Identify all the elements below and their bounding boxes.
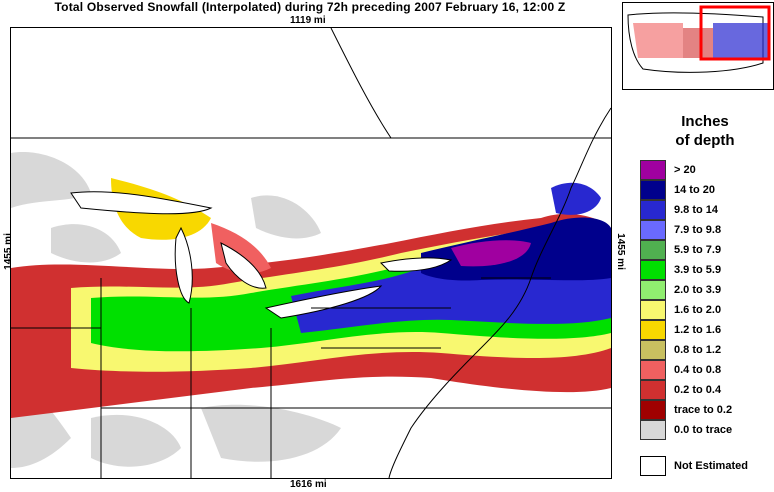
inset-highlight-box bbox=[699, 5, 771, 61]
top-distance-label: 1119 mi bbox=[290, 15, 326, 26]
snowfall-map bbox=[10, 27, 612, 479]
legend-swatch bbox=[640, 360, 666, 380]
boundaries bbox=[11, 28, 611, 478]
legend-label: trace to 0.2 bbox=[674, 404, 733, 416]
legend-swatch bbox=[640, 280, 666, 300]
snowfall-map-svg bbox=[11, 28, 611, 478]
bottom-distance-label: 1616 mi bbox=[290, 479, 327, 490]
legend-label: 7.9 to 9.8 bbox=[674, 224, 722, 236]
legend-label: 9.8 to 14 bbox=[674, 204, 719, 216]
legend-swatch bbox=[640, 200, 666, 220]
not-estimated-label: Not Estimated bbox=[674, 460, 748, 472]
legend-label: 0.2 to 0.4 bbox=[674, 384, 722, 396]
legend-swatch bbox=[640, 220, 666, 240]
legend-label: > 20 bbox=[674, 164, 696, 176]
legend-swatch bbox=[640, 160, 666, 180]
legend-swatch bbox=[640, 380, 666, 400]
great-lakes bbox=[70, 191, 453, 319]
legend-label: 1.2 to 1.6 bbox=[674, 324, 722, 336]
legend-title-line1: Inches bbox=[681, 113, 729, 130]
legend-swatch bbox=[640, 300, 666, 320]
legend-label: 14 to 20 bbox=[674, 184, 715, 196]
legend-swatch bbox=[640, 400, 666, 420]
legend-label: 2.0 to 3.9 bbox=[674, 284, 722, 296]
legend-label: 5.9 to 7.9 bbox=[674, 244, 722, 256]
legend-title-line2: of depth bbox=[675, 132, 735, 149]
legend-label: 1.6 to 2.0 bbox=[674, 304, 722, 316]
legend-swatch bbox=[640, 180, 666, 200]
legend-label: 0.8 to 1.2 bbox=[674, 344, 722, 356]
legend-label: 0.0 to trace bbox=[674, 424, 733, 436]
right-distance-label: 1455 mi bbox=[614, 233, 626, 270]
legend-label: 3.9 to 5.9 bbox=[674, 264, 722, 276]
legend-swatch bbox=[640, 260, 666, 280]
legend-swatch bbox=[640, 420, 666, 440]
locator-inset-map bbox=[622, 2, 774, 90]
locator-inset-svg bbox=[627, 5, 771, 73]
legend-title: Inches of depth bbox=[640, 112, 770, 150]
legend-swatch bbox=[640, 340, 666, 360]
legend-swatch bbox=[640, 240, 666, 260]
legend-label: 0.4 to 0.8 bbox=[674, 364, 722, 376]
legend-swatch bbox=[640, 320, 666, 340]
map-title: Total Observed Snowfall (Interpolated) d… bbox=[54, 0, 566, 14]
not-estimated-swatch bbox=[640, 456, 666, 476]
